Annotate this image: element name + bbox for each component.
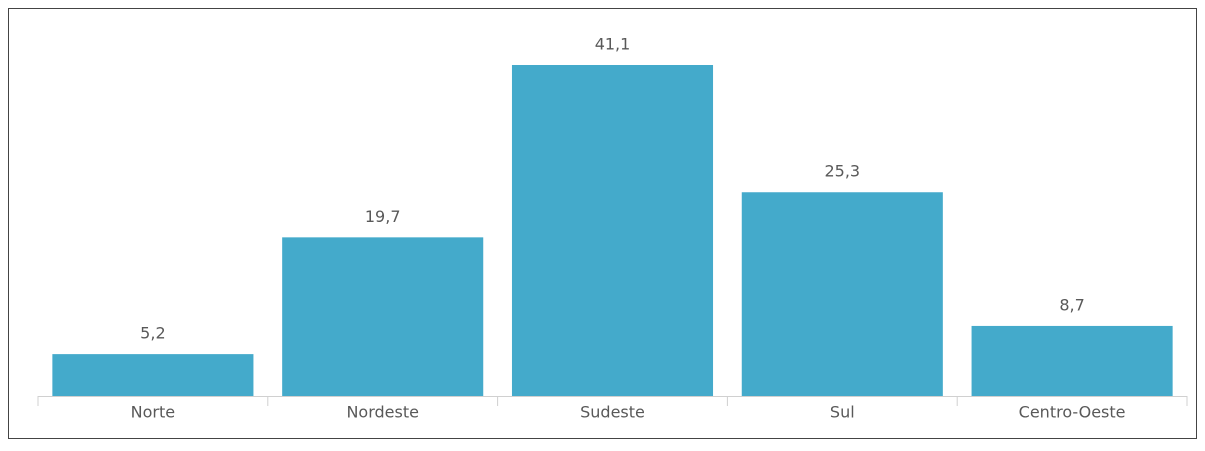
data-label: 5,2 [140,324,165,343]
bar [511,65,714,396]
chart-border [8,8,1197,439]
bar [282,237,484,396]
data-label: 8,7 [1059,295,1084,314]
x-tick-label: Sul [830,403,855,422]
x-tick-label: Norte [131,403,175,422]
bar [741,192,943,396]
bar [52,354,254,396]
data-label: 25,3 [824,162,860,181]
data-label: 19,7 [365,207,401,226]
x-tick-label: Centro-Oeste [1019,403,1126,422]
x-tick-label: Nordeste [346,403,419,422]
data-label: 41,1 [595,35,631,54]
bar [971,325,1173,396]
x-tick-label: Sudeste [580,403,645,422]
